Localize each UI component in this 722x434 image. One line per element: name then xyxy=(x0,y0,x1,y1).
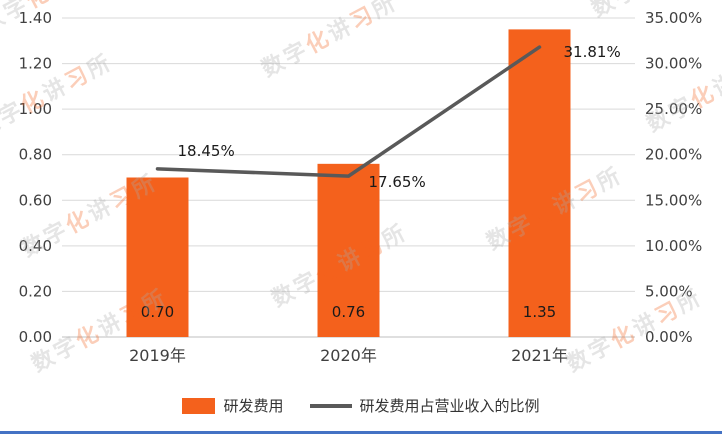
left-axis-tick-label: 0.60 xyxy=(19,191,52,209)
right-axis-tick-label: 10.00% xyxy=(645,237,702,255)
left-axis-tick-label: 0.80 xyxy=(19,146,52,164)
bar-2020年 xyxy=(317,163,380,337)
left-axis-tick-label: 1.00 xyxy=(19,100,52,118)
left-axis-tick-label: 0.00 xyxy=(19,328,52,346)
legend-item-ratio: 研发费用占营业收入的比例 xyxy=(309,395,540,416)
right-axis-tick-label: 20.00% xyxy=(645,146,702,164)
legend-label-ratio: 研发费用占营业收入的比例 xyxy=(359,397,540,415)
line-point-label: 17.65% xyxy=(369,173,426,191)
bar-2021年 xyxy=(508,29,571,338)
x-axis-category-label: 2019年 xyxy=(129,346,186,365)
legend-label-rd-expense: 研发费用 xyxy=(223,397,284,415)
line-point-label: 18.45% xyxy=(178,142,235,160)
bar-2019年 xyxy=(126,177,189,337)
bar-value-label: 1.35 xyxy=(523,303,556,321)
right-axis-tick-label: 35.00% xyxy=(645,9,702,27)
left-axis-tick-label: 0.20 xyxy=(19,282,52,300)
bar-series-swatch xyxy=(182,397,216,414)
x-axis-category-label: 2021年 xyxy=(511,346,568,365)
left-axis-tick-label: 1.20 xyxy=(19,55,52,73)
bottom-border-line xyxy=(0,431,722,434)
left-axis-tick-label: 0.40 xyxy=(19,237,52,255)
left-axis-tick-label: 1.40 xyxy=(19,9,52,27)
line-series-swatch xyxy=(309,403,352,408)
right-axis-tick-label: 30.00% xyxy=(645,55,702,73)
right-axis-tick-label: 15.00% xyxy=(645,191,702,209)
bar-value-label: 0.70 xyxy=(141,303,174,321)
right-axis-tick-label: 25.00% xyxy=(645,100,702,118)
right-axis-tick-label: 0.00% xyxy=(645,328,693,346)
bar-value-label: 0.76 xyxy=(332,303,365,321)
chart-legend: 研发费用 研发费用占营业收入的比例 xyxy=(0,395,722,416)
legend-item-rd-expense: 研发费用 xyxy=(182,395,284,416)
x-axis-category-label: 2020年 xyxy=(320,346,377,365)
line-point-label: 31.81% xyxy=(564,43,621,61)
ratio-line xyxy=(155,45,542,178)
right-axis-tick-label: 5.00% xyxy=(645,282,693,300)
